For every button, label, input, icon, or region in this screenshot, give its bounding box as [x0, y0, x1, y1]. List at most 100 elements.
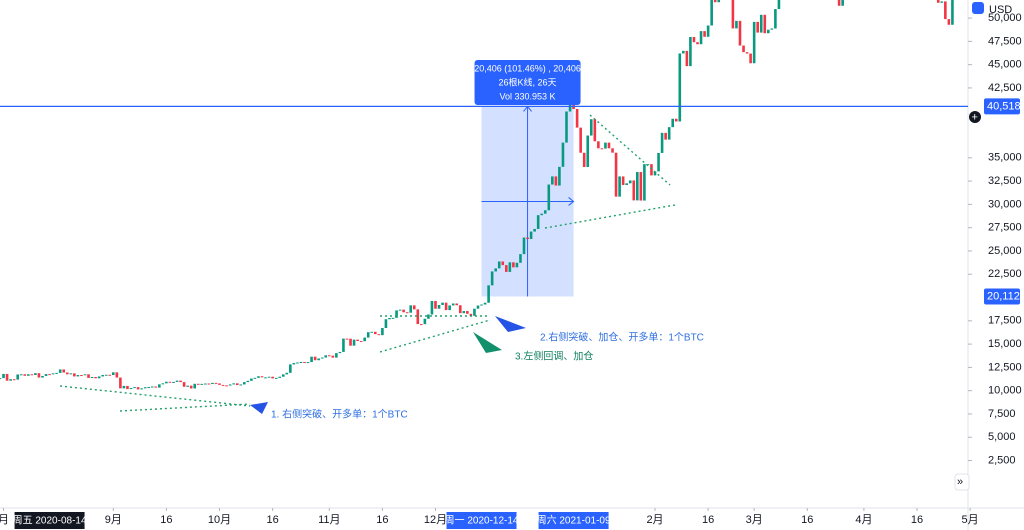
- candle: [448, 305, 451, 311]
- y-tick-label: 30,000: [988, 198, 1022, 210]
- candle: [600, 148, 604, 150]
- y-tick-label: 35,000: [988, 152, 1022, 164]
- candle: [519, 254, 522, 263]
- candle: [306, 362, 310, 364]
- candle: [554, 176, 558, 186]
- y-tick-label: 22,500: [988, 268, 1022, 280]
- candle: [133, 387, 136, 389]
- candle: [161, 383, 165, 385]
- candle: [165, 381, 168, 384]
- candle: [837, 0, 841, 6]
- x-tick-label: 16: [801, 514, 813, 526]
- candle: [196, 383, 200, 385]
- candle: [9, 379, 12, 381]
- candle: [936, 0, 940, 3]
- y-tick-label: 32,500: [988, 175, 1022, 187]
- candle: [512, 262, 515, 268]
- candle: [136, 387, 140, 390]
- y-tick-label: 5,000: [988, 431, 1016, 443]
- candle: [23, 374, 27, 376]
- candle: [370, 331, 374, 333]
- candle: [122, 385, 126, 389]
- y-tick-label: 2,500: [988, 454, 1016, 466]
- x-tick-label: 10月: [208, 514, 231, 526]
- candle: [126, 385, 129, 390]
- candle: [158, 384, 161, 388]
- scroll-button[interactable]: [954, 473, 970, 491]
- candle: [384, 319, 388, 328]
- x-tick-label: 月: [0, 514, 9, 526]
- y-tick-label: 17,500: [988, 315, 1022, 327]
- candle: [69, 373, 73, 375]
- x-tick-label: 16: [702, 514, 714, 526]
- candle: [239, 384, 243, 386]
- candle: [657, 152, 660, 172]
- candle: [480, 304, 483, 306]
- candle: [632, 180, 636, 201]
- candle: [5, 373, 9, 381]
- candle: [140, 388, 143, 390]
- candle: [568, 104, 572, 112]
- candle: [476, 305, 480, 309]
- candle: [51, 373, 55, 375]
- candle: [19, 374, 23, 376]
- candle: [628, 180, 632, 184]
- candle: [451, 303, 455, 306]
- trendline: [544, 204, 676, 229]
- candle: [749, 53, 752, 64]
- candle: [391, 317, 395, 319]
- add-icon[interactable]: +: [972, 111, 978, 123]
- candle: [214, 382, 218, 384]
- candle: [363, 337, 366, 342]
- price-marker-label: 20,112: [987, 290, 1020, 302]
- candle: [395, 310, 398, 318]
- y-tick-label: 45,000: [988, 59, 1022, 71]
- candle: [168, 381, 172, 383]
- candle: [193, 383, 197, 389]
- date-label-box: [14, 512, 85, 529]
- candle: [12, 379, 16, 381]
- add-button[interactable]: [969, 111, 981, 123]
- candle: [342, 338, 345, 352]
- candle: [44, 374, 48, 376]
- arrow: [495, 316, 526, 332]
- x-tick-label: 5月: [962, 514, 979, 526]
- plot-area: [0, 0, 954, 390]
- candle: [310, 356, 313, 363]
- candle: [671, 118, 675, 128]
- candle: [575, 108, 579, 128]
- candle: [756, 21, 759, 33]
- candle: [101, 375, 104, 377]
- candle: [55, 372, 58, 374]
- candle: [625, 183, 628, 185]
- candle: [473, 308, 476, 316]
- y-tick-label: 12,500: [988, 361, 1022, 373]
- candle: [586, 135, 590, 168]
- scroll-icon[interactable]: »: [957, 476, 963, 488]
- date-label-box: [446, 512, 517, 529]
- candle: [30, 374, 34, 376]
- candle: [317, 358, 320, 361]
- candle: [83, 374, 87, 376]
- icon[interactable]: [972, 2, 984, 14]
- candle: [487, 285, 490, 303]
- candle: [660, 132, 664, 153]
- y-tick-label: 50,000: [988, 12, 1022, 24]
- candle: [65, 372, 69, 375]
- candle: [211, 382, 214, 384]
- candle: [951, 0, 954, 25]
- candle: [462, 311, 466, 314]
- candle: [324, 355, 328, 358]
- candle: [505, 265, 508, 272]
- candle: [115, 372, 119, 378]
- candle: [147, 386, 151, 388]
- x-tick-label: 11月: [318, 514, 340, 526]
- candle: [27, 374, 30, 376]
- trendline: [59, 385, 251, 407]
- candle: [232, 383, 235, 385]
- candle: [274, 377, 278, 379]
- candle: [558, 166, 561, 186]
- candle: [119, 377, 122, 389]
- candle: [90, 376, 94, 378]
- candle: [841, 0, 844, 6]
